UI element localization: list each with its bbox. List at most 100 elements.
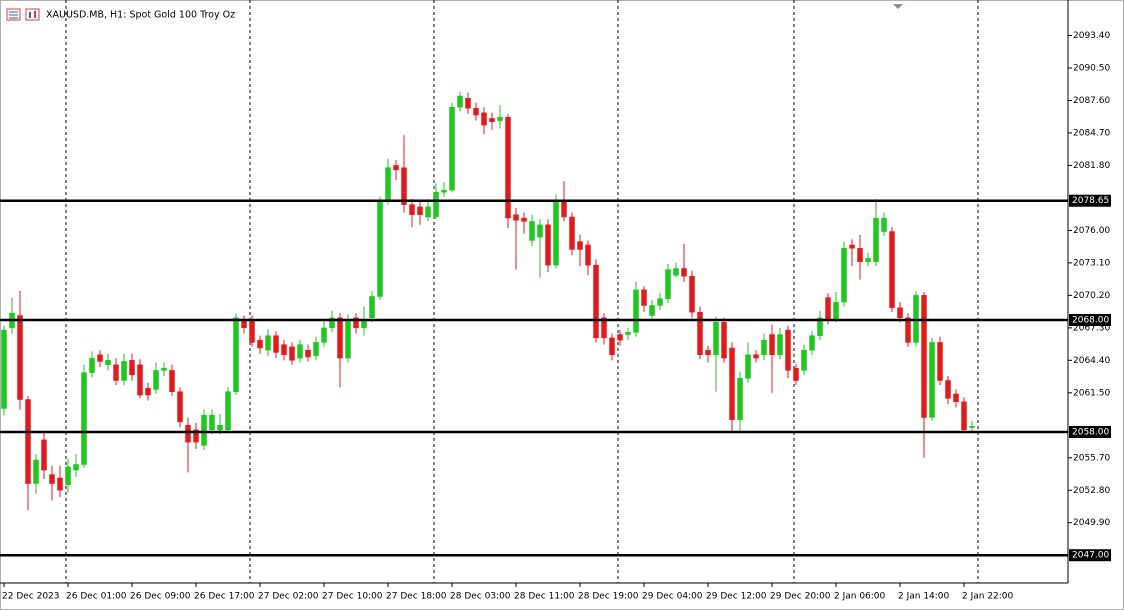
candle-body [1,329,7,409]
toolbar-icons [6,8,40,21]
candle-body [609,337,615,355]
x-tick-label: 26 Dec 09:00 [130,592,191,602]
candle-body [425,206,431,218]
candle-body [961,401,967,431]
y-tick-label: 2049.90 [1073,518,1110,528]
candle-body [817,317,823,336]
candle-body [857,248,863,263]
candle-body [481,112,487,126]
level-label-box [1069,549,1111,562]
candle-body [841,248,847,303]
level-label: 2047.00 [1072,551,1109,561]
x-tick-label: 2 Jan 22:00 [962,592,1014,602]
candle-body [521,217,527,222]
x-tick-label: 27 Dec 18:00 [386,592,447,602]
y-tick-label: 2081.80 [1073,161,1110,171]
candle-body [193,429,199,443]
candle-body [297,344,303,359]
candle-body [713,321,719,355]
candle-body [833,301,839,321]
x-tick-label: 29 Dec 12:00 [706,592,767,602]
x-tick-label: 26 Dec 01:00 [66,592,127,602]
candle-body [593,264,599,339]
x-tick-label: 27 Dec 02:00 [258,592,319,602]
candle-body [385,167,391,201]
candle-body [449,106,455,191]
candle-body [417,206,423,215]
candle-body [953,393,959,403]
candle-body [553,199,559,266]
candle-body [289,346,295,361]
candle-body [761,339,767,355]
candle-body [281,344,287,355]
candle-body [849,244,855,249]
candle-body [41,439,47,471]
icon [25,8,40,21]
candle-body [497,117,503,121]
candle-body [121,361,127,381]
candle-body [353,317,359,329]
candle-body [393,165,399,171]
candle-body [65,466,71,485]
candle-body [665,269,671,299]
candle-body [273,335,279,353]
candle-body [265,335,271,351]
candle-body [465,97,471,109]
candle-body [401,167,407,205]
candle-body [73,464,79,471]
candle-body [137,364,143,396]
candle-body [897,307,903,319]
candle-body [161,367,167,371]
candle-body [697,311,703,355]
y-tick-label: 2061.50 [1073,388,1110,398]
x-tick-label: 28 Dec 03:00 [450,592,511,602]
shift-marker [893,4,903,9]
y-tick-label: 2076.00 [1073,226,1110,236]
candle-body [601,317,607,339]
y-tick-label: 2090.50 [1073,63,1110,73]
candle-body [305,349,311,358]
candle-body [97,354,103,362]
candle-body [937,342,943,381]
y-tick-label: 2087.60 [1073,96,1110,106]
candle-body [57,477,63,491]
candle-body [377,199,383,297]
candle-body [825,297,831,321]
y-tick-label: 2084.70 [1073,128,1110,138]
level-label: 2078.65 [1072,196,1109,206]
candle-body [49,474,55,484]
candle-body [969,426,975,428]
x-tick-label: 29 Dec 04:00 [642,592,703,602]
candle-body [153,370,159,390]
candle-body [33,459,39,484]
x-tick-label: 2 Jan 06:00 [834,592,886,602]
candle-body [105,360,111,366]
candle-body [209,414,215,431]
day-separators [65,0,979,583]
candle-body [921,295,927,418]
candle-body [881,217,887,232]
y-tick-label: 2064.40 [1073,356,1110,366]
candle-body [185,425,191,443]
candle-body [337,317,343,359]
candle-body [145,388,151,396]
candle-body [585,244,591,266]
level-label: 2068.00 [1072,316,1109,326]
candle-body [625,332,631,335]
candle-body [577,241,583,250]
candle-body [113,364,119,381]
candle-body [809,335,815,351]
candle-body [705,349,711,355]
level-label-box [1069,314,1111,327]
candle-body [513,214,519,221]
candle-body [473,108,479,116]
candle-body [721,321,727,359]
candle-body [945,380,951,399]
candle-body [129,360,135,376]
candle-body [785,329,791,371]
candle-body [25,399,31,484]
candle-body [745,354,751,379]
candle-body [321,327,327,343]
